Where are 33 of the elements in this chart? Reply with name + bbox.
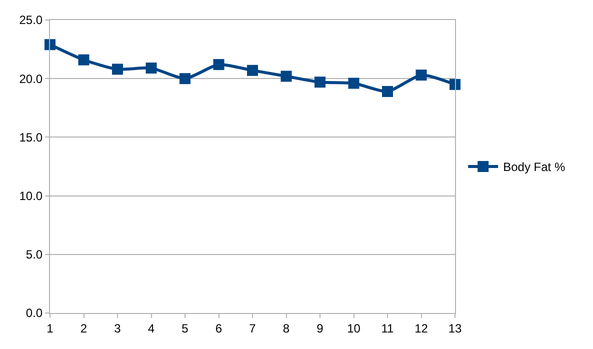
x-tick-label: 10: [347, 321, 361, 336]
x-tick-label: 5: [182, 321, 189, 336]
legend-label: Body Fat %: [503, 160, 566, 174]
x-tick-label: 13: [448, 321, 462, 336]
x-tick-label: 12: [414, 321, 428, 336]
x-tick-label: 2: [80, 321, 88, 336]
y-tick-label: 5.0: [26, 248, 43, 262]
point: [280, 70, 292, 82]
y-tick-label: 20.0: [19, 72, 43, 86]
point: [78, 54, 90, 66]
y-tick-label: 0.0: [26, 306, 43, 320]
point: [450, 78, 460, 90]
x-tick-label: 1: [46, 321, 54, 336]
x-tick-label: 11: [381, 321, 394, 336]
x-tick-label: 3: [114, 321, 122, 336]
point: [146, 62, 157, 74]
point: [247, 64, 258, 76]
y-tick-label: 15.0: [19, 130, 43, 144]
point: [314, 76, 326, 88]
x-tick-label: 9: [316, 321, 324, 336]
y-tick-label: 25.0: [19, 13, 43, 28]
x-tick-label: 6: [215, 321, 222, 336]
point: [180, 73, 190, 84]
point: [44, 39, 56, 50]
x-tick-label: 8: [282, 321, 290, 336]
x-tick-label: 7: [249, 321, 256, 336]
point: [112, 64, 123, 75]
point: [382, 86, 393, 97]
point: [416, 70, 427, 81]
point: [348, 78, 360, 89]
x-tick-label: 4: [148, 321, 155, 336]
point: [213, 59, 224, 70]
y-tick-label: 10.0: [19, 189, 43, 203]
